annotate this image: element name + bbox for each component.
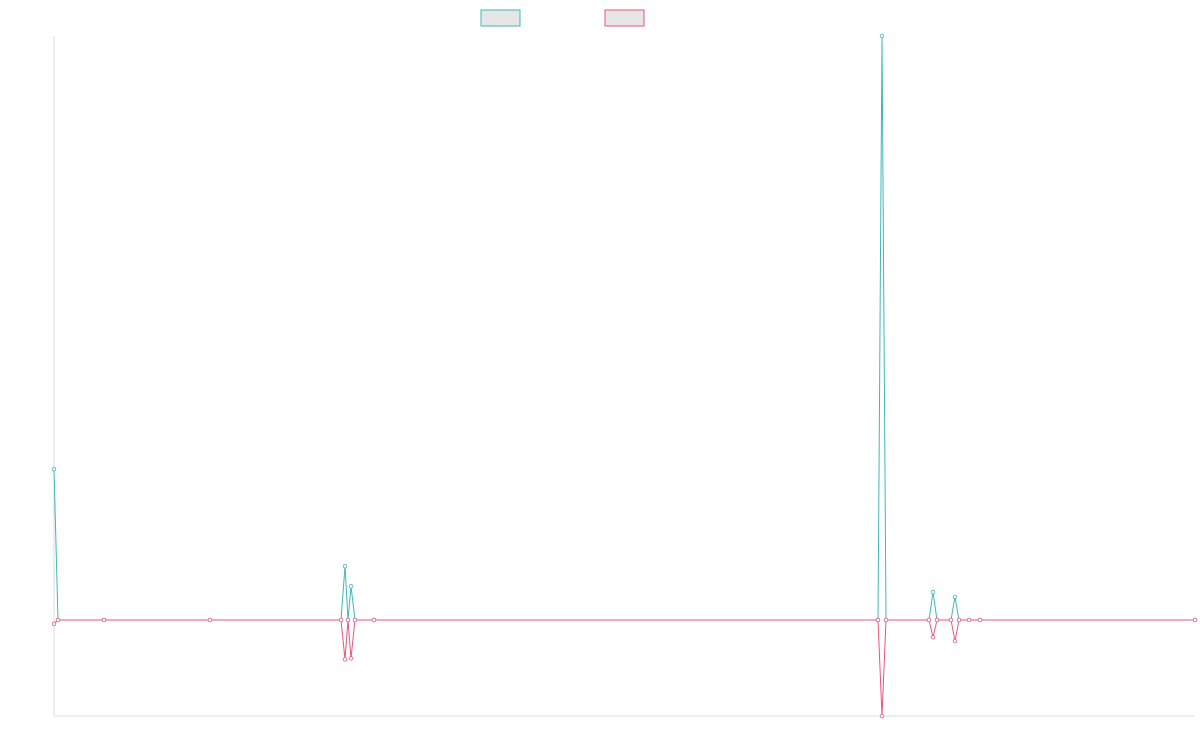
point: [51, 466, 57, 472]
point: [934, 617, 940, 623]
point: [51, 621, 57, 626]
point: [883, 617, 889, 623]
point: [952, 594, 958, 600]
point: [952, 638, 958, 644]
point: [342, 657, 348, 662]
point: [875, 617, 881, 623]
series-line: [53, 35, 1195, 621]
point: [930, 589, 936, 595]
point: [977, 617, 983, 623]
point: [207, 617, 213, 623]
point: [352, 617, 358, 623]
point: [348, 656, 354, 661]
point: [371, 617, 377, 623]
point: [55, 617, 61, 623]
legend-swatch: [480, 9, 521, 27]
series-line: [53, 619, 1195, 717]
point: [930, 635, 936, 640]
point: [348, 584, 354, 589]
point: [342, 563, 348, 569]
point: [926, 617, 932, 623]
point: [345, 617, 351, 623]
point: [338, 617, 344, 623]
legend-swatch: [604, 9, 645, 27]
point: [948, 617, 954, 623]
point: [1192, 617, 1198, 623]
point: [966, 617, 972, 623]
point: [879, 33, 885, 39]
point: [101, 617, 107, 623]
point: [956, 617, 962, 623]
point: [879, 713, 885, 719]
